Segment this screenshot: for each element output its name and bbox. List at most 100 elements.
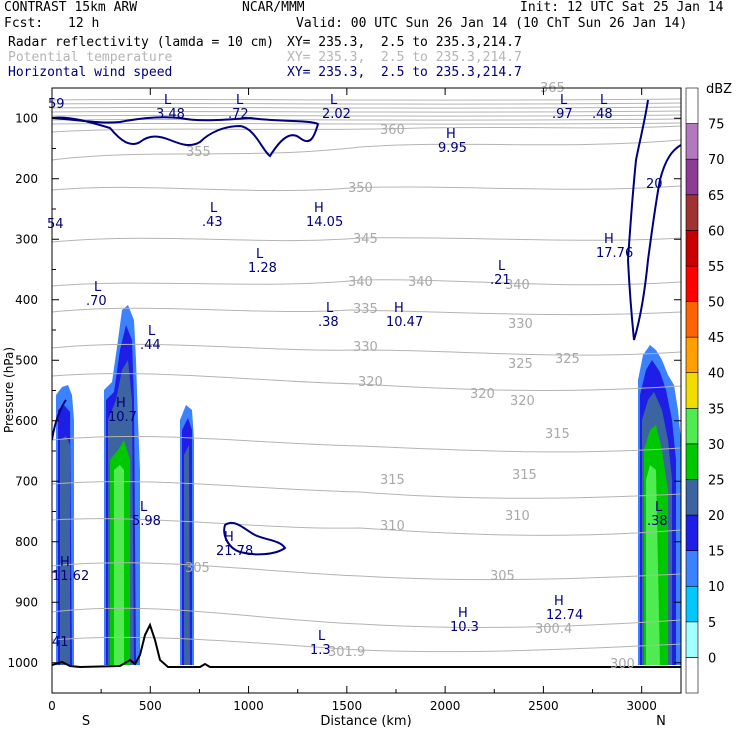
theta-contour-line	[52, 636, 681, 653]
theta-contour-line	[52, 562, 681, 581]
y-tick-label: 300	[15, 232, 38, 246]
wind-extremum-value: .43	[202, 215, 223, 230]
contour-labels: 355 360 350 345 340 340 335 340 330 330 325 320 325 3…	[47, 81, 668, 672]
wind-extremum-value: .97	[552, 107, 573, 122]
wind-extremum-value: .72	[228, 107, 249, 122]
wind-extremum-type: H	[446, 127, 456, 142]
wind-extremum-value: .44	[140, 338, 161, 353]
wind-contour-line	[626, 99, 681, 341]
wind-extremum-type: H	[604, 232, 614, 247]
wind-contour-closed	[223, 521, 287, 556]
reflectivity-level-20	[60, 436, 70, 665]
x-tick-label: 1000	[233, 699, 264, 713]
wind-extremum-type: L	[498, 259, 506, 274]
theta-contour-line	[52, 607, 681, 628]
theta-contour-line	[52, 307, 681, 316]
colorbar-level-label: 45	[708, 331, 725, 346]
colorbar-swatch	[685, 372, 699, 409]
colorbar-level-label: 60	[708, 224, 725, 239]
wind-extremum-type: L	[140, 500, 148, 515]
wind-extremum-type: H	[116, 396, 126, 411]
wind-extremum-type: H	[60, 555, 70, 570]
y-tick-label: 1000	[7, 656, 38, 670]
wind-extremum-value: 3.48	[156, 107, 185, 122]
wind-extremum-type: L	[655, 500, 663, 515]
wind-extremum-value: .21	[490, 273, 511, 288]
wind-contour-label: 59	[48, 97, 65, 112]
wind-extremum-type: H	[458, 606, 468, 621]
theta-contour-line	[52, 373, 681, 391]
colorbar-swatch	[685, 550, 699, 587]
wind-extremum-type: H	[554, 594, 564, 609]
y-axis: 100 200 300 400 500 600 700 800 900 1000	[7, 111, 681, 694]
wind-contour-label: 20	[646, 177, 663, 192]
wind-extremum-type: L	[326, 301, 334, 316]
theta-contour-line	[52, 481, 681, 499]
valid-time: Valid: 00 UTC Sun 26 Jan 14 (10 ChT Sun …	[296, 16, 688, 31]
theta-contour-label: 350	[348, 181, 373, 196]
colorbar-swatch	[685, 443, 699, 480]
end-label-north: N	[656, 714, 666, 729]
colorbar-swatch	[685, 479, 699, 516]
field-xy-reflectivity: XY= 235.3, 2.5 to 235.3,214.7	[287, 35, 522, 50]
center-name: NCAR/MMM	[242, 0, 305, 15]
theta-contour-line	[52, 106, 681, 109]
y-tick-label: 100	[15, 111, 38, 125]
x-axis-title: Distance (km)	[320, 714, 411, 729]
theta-contour-label: 345	[353, 232, 378, 247]
theta-contour-line	[52, 518, 681, 536]
wind-contour-label: 54	[47, 217, 64, 232]
theta-contour-label: 310	[380, 519, 405, 534]
terrain-line	[52, 622, 681, 669]
theta-contour-label: 310	[505, 509, 530, 524]
theta-contour-label: 305	[490, 569, 515, 584]
theta-contour-line	[52, 125, 681, 133]
colorbar-swatch	[685, 301, 699, 338]
x-tick-label: 500	[139, 699, 162, 713]
wind-extremum-value: 17.76	[596, 246, 633, 261]
wind-extremum-type: L	[560, 93, 568, 108]
y-tick-label: 400	[15, 293, 38, 307]
theta-contour-label: 340	[348, 275, 373, 290]
wind-extremum-value: 11.62	[52, 569, 89, 584]
wind-extremum-value: 1.3	[310, 643, 331, 658]
theta-contour-line	[52, 343, 681, 356]
wind-contour-line	[52, 399, 67, 441]
wind-extremum-value: .38	[318, 315, 339, 330]
x-tick-label: 0	[48, 699, 56, 713]
colorbar-swatch	[685, 514, 699, 551]
reflectivity-level-20	[184, 445, 190, 665]
colorbar-swatch	[685, 230, 699, 267]
wind-extremum-type: L	[236, 93, 244, 108]
theta-contour-label: 315	[512, 468, 537, 483]
theta-contour-label: 320	[358, 375, 383, 390]
colorbar-level-label: 65	[708, 189, 725, 204]
colorbar-level-label: 20	[708, 509, 725, 524]
wind-extremum-value: 10.47	[386, 315, 423, 330]
colorbar-swatch	[685, 158, 699, 196]
wind-extremum-value: 1.28	[248, 261, 277, 276]
theta-contour-label: 300.4	[535, 622, 572, 637]
theta-contour-line	[52, 185, 681, 192]
field-xy-theta: XY= 235.3, 2.5 to 235.3,214.7	[287, 50, 522, 65]
field-name-wind: Horizontal wind speed	[8, 65, 173, 80]
wind-extremum-type: H	[224, 530, 234, 545]
colorbar-level-label: 50	[708, 296, 725, 311]
colorbar-swatch	[685, 407, 699, 445]
theta-contour-label: 305	[185, 561, 210, 576]
theta-contour-label: 315	[380, 473, 405, 488]
theta-contour-label: 301.9	[328, 645, 365, 660]
theta-contour-label: 320	[510, 394, 535, 409]
colorbar-level-label: 30	[708, 438, 725, 453]
init-time: Init: 12 UTC Sat 25 Jan 14	[520, 0, 724, 15]
theta-contour-line	[52, 139, 681, 161]
colorbar-swatch	[685, 336, 699, 374]
y-tick-label: 200	[15, 172, 38, 186]
theta-contour-line	[52, 110, 681, 113]
theta-contour-line	[52, 98, 681, 101]
y-tick-label: 800	[15, 535, 38, 549]
wind-contour-line	[52, 116, 320, 158]
colorbar-level-label: 25	[708, 473, 725, 488]
wind-extremum-type: L	[148, 324, 156, 339]
y-tick-label: 500	[15, 353, 38, 367]
